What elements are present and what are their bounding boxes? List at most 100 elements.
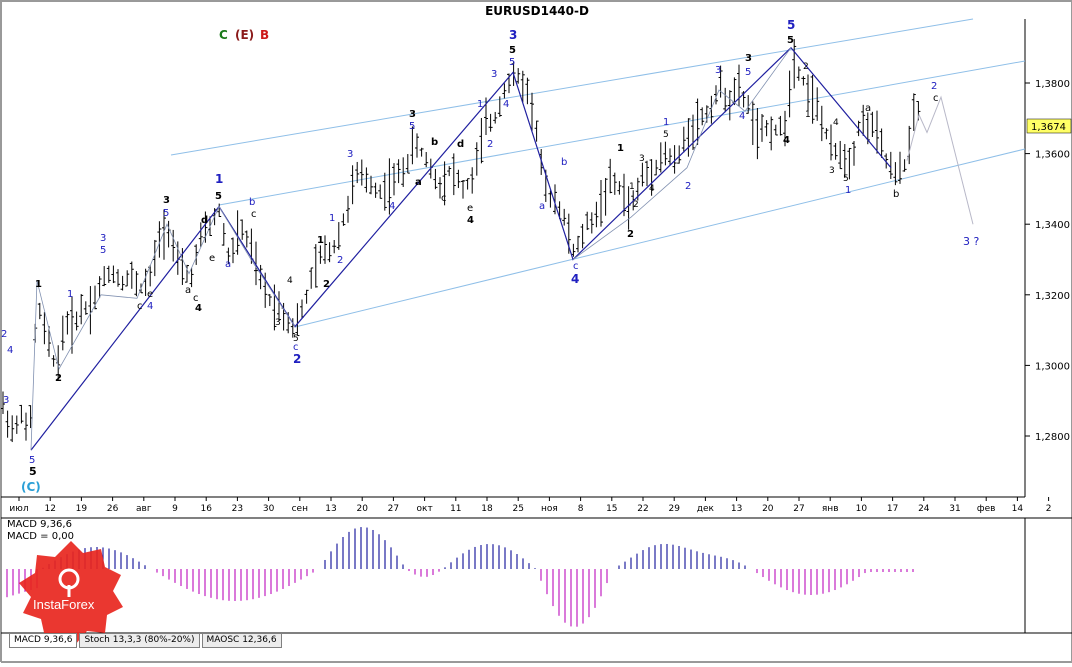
x-tick-label: ноя	[541, 504, 558, 514]
wave-label: 4	[7, 345, 13, 356]
price-bar	[769, 117, 773, 151]
price-bar	[470, 167, 474, 193]
price-bar	[360, 159, 364, 185]
price-bar	[341, 213, 345, 225]
channel-upper-line	[171, 19, 973, 155]
wave-label: b	[431, 137, 438, 148]
price-bar	[240, 219, 244, 239]
wave-label: a	[225, 259, 231, 270]
price-bar	[70, 296, 74, 354]
price-bar	[318, 245, 322, 263]
wave-label: 2	[685, 181, 691, 192]
price-bar	[364, 167, 368, 192]
price-bar	[700, 107, 704, 125]
wave-label: d	[457, 139, 464, 150]
wave-label: 2	[627, 229, 634, 240]
wave-label: 2	[633, 200, 639, 210]
x-tick-label: сен	[292, 504, 308, 514]
price-bar	[24, 413, 28, 441]
price-bar	[599, 180, 603, 227]
wave-lines	[31, 48, 973, 450]
wave-label: 3	[639, 154, 645, 164]
price-bar	[121, 276, 125, 291]
price-bar	[797, 67, 801, 81]
x-tick-label: 27	[793, 504, 804, 514]
wave-label: a	[539, 201, 545, 212]
x-tick-label: 15	[606, 504, 617, 514]
wave-label: e	[467, 203, 473, 214]
x-tick-label: 10	[856, 504, 868, 514]
wave-label: 1	[317, 235, 324, 246]
price-bar	[834, 143, 838, 160]
price-bar	[843, 144, 847, 178]
price-bar	[410, 126, 414, 164]
wave-label: 2	[337, 255, 343, 266]
y-tick-label: 1,3200	[1035, 291, 1070, 302]
wave-label: 1	[845, 185, 851, 196]
wave-label: 3	[509, 28, 517, 42]
indicator-tabs: MACD 9,36,6 Stoch 13,3,3 (80%-20%) MAOSC…	[9, 633, 282, 648]
x-tick-label: 8	[578, 504, 584, 514]
price-bar	[305, 290, 309, 304]
tab-stoch[interactable]: Stoch 13,3,3 (80%-20%)	[79, 633, 199, 648]
price-bar	[433, 169, 437, 189]
x-tick-label: 18	[481, 504, 493, 514]
price-bar	[15, 416, 19, 434]
wave-label: 5	[29, 465, 37, 478]
tab-maosc[interactable]: MAOSC 12,36,6	[202, 633, 282, 648]
price-bar	[61, 316, 65, 351]
price-bar	[912, 93, 916, 131]
wave-label: 5	[409, 121, 415, 132]
price-bar	[723, 88, 727, 112]
wave-label: e	[147, 289, 153, 300]
wave-label: c	[137, 301, 143, 312]
wave-label: 5	[509, 57, 515, 68]
price-bar	[824, 128, 828, 139]
price-bar	[535, 121, 539, 142]
wave-label: 2	[323, 279, 330, 290]
x-tick-label: 13	[325, 504, 336, 514]
x-tick-label: 23	[232, 504, 243, 514]
price-bar	[604, 178, 608, 216]
wave-label: 4	[503, 99, 509, 110]
price-bar	[608, 159, 612, 193]
price-bar	[309, 268, 313, 289]
price-bar	[686, 118, 690, 156]
price-bar	[576, 236, 580, 253]
wave-label: a	[185, 285, 191, 296]
price-bar	[479, 118, 483, 163]
price-bar	[765, 120, 769, 136]
price-bar	[613, 173, 617, 195]
price-bar	[456, 170, 460, 188]
wave-label: 1	[663, 117, 669, 128]
forecast-wave-line	[907, 97, 973, 224]
wave-label: 3	[829, 166, 835, 176]
x-tick-label: окт	[417, 504, 433, 514]
price-bar	[84, 301, 88, 315]
price-bar	[65, 311, 69, 334]
wave-label: c	[193, 293, 199, 304]
price-bar	[788, 71, 792, 118]
price-bar	[751, 101, 755, 145]
x-tick-label: 13	[731, 504, 742, 514]
wave-label: 3	[100, 233, 106, 244]
price-bar	[774, 125, 778, 135]
wave-label: b	[893, 189, 899, 200]
price-bar	[88, 286, 92, 334]
price-bar	[755, 108, 759, 159]
price-bar	[880, 128, 884, 157]
wave-label: 3	[409, 109, 416, 120]
legend-e: (E)	[235, 28, 254, 42]
current-price-label: 1,3674	[1031, 122, 1066, 133]
wave-label: 3	[347, 149, 353, 160]
x-tick-label: 20	[356, 504, 368, 514]
wave-label: 4	[783, 135, 790, 146]
price-bar	[870, 112, 874, 137]
tab-macd[interactable]: MACD 9,36,6	[9, 633, 77, 648]
wave-label: 1	[35, 279, 42, 290]
instaforex-logo-text: InstaForex	[33, 597, 94, 612]
legend-top: C (E) B	[219, 28, 269, 42]
x-tick-label: 24	[918, 504, 930, 514]
